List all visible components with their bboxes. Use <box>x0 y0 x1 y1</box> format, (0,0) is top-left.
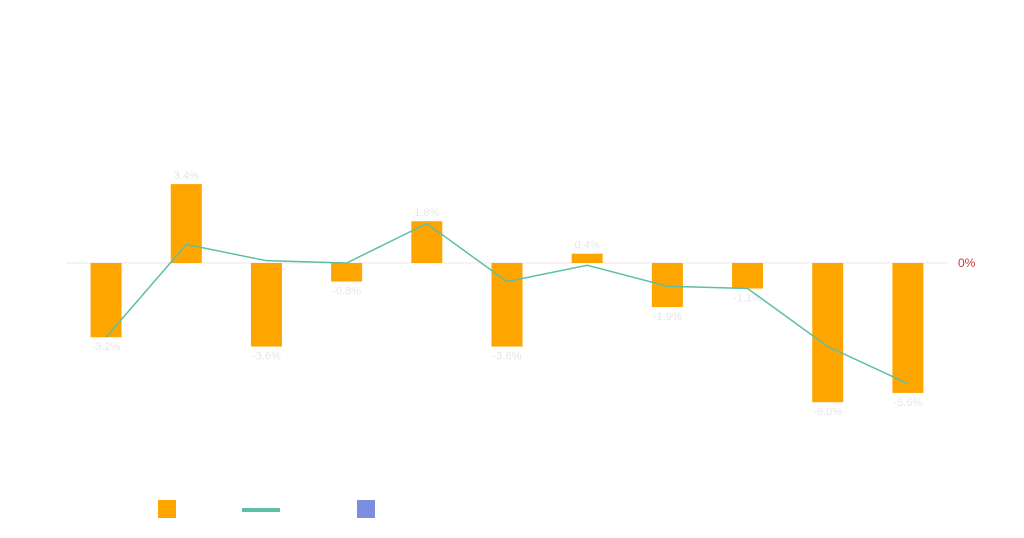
bar-1[interactable] <box>90 263 122 338</box>
bar-9[interactable] <box>732 263 764 289</box>
bar-10[interactable] <box>812 263 844 403</box>
bar-8[interactable] <box>651 263 683 308</box>
bar-3[interactable] <box>250 263 282 347</box>
plot-area: 0% -3.2% 3.4% -3.6% -0.8% 1.8% -3.6% 0.4% -1.9% -… <box>66 170 976 418</box>
bar-label-9: -1.1% <box>733 293 762 305</box>
legend <box>158 500 375 518</box>
bar-label-1: -3.2% <box>92 341 121 353</box>
bar-label-4: -0.8% <box>332 286 361 298</box>
bar-6[interactable] <box>491 263 523 347</box>
legend-swatch-third[interactable] <box>357 500 375 518</box>
bar-label-6: -3.6% <box>493 351 522 363</box>
bar-label-2: 3.4% <box>174 170 199 182</box>
bar-label-11: -5.6% <box>894 397 923 409</box>
bar-label-7: 0.4% <box>575 240 600 252</box>
zero-reference-label: 0% <box>958 256 976 270</box>
bar-label-10: -6.0% <box>813 406 842 418</box>
legend-swatch-bar[interactable] <box>158 500 176 518</box>
bar-7[interactable] <box>571 253 603 263</box>
bar-label-3: -3.6% <box>252 351 281 363</box>
bar-4[interactable] <box>331 263 363 282</box>
bar-11[interactable] <box>892 263 924 393</box>
bar-label-5: 1.8% <box>414 207 439 219</box>
bar-2[interactable] <box>170 184 202 263</box>
bar-label-8: -1.9% <box>653 311 682 323</box>
bar-5[interactable] <box>411 221 443 263</box>
